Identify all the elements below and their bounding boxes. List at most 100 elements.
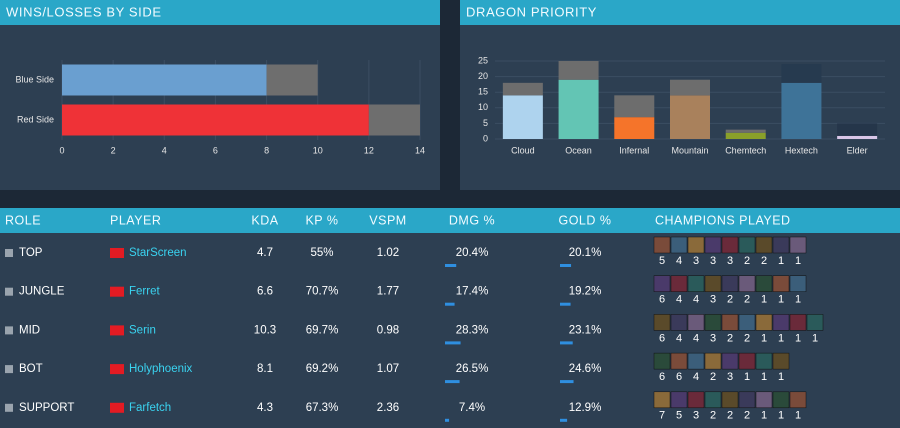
games-count: 2	[744, 332, 750, 344]
games-count: 4	[693, 294, 699, 306]
bar	[62, 64, 267, 96]
games-count: 4	[676, 255, 682, 267]
champion-icon	[704, 352, 722, 370]
champion-icon	[704, 391, 722, 409]
games-count: 3	[710, 294, 716, 306]
games-count: 2	[710, 371, 716, 383]
x-tick-label: 12	[364, 145, 374, 155]
bar	[725, 132, 766, 139]
champion-icon	[704, 275, 722, 292]
games-count: 1	[761, 371, 767, 383]
bar	[558, 79, 599, 139]
champion-icon	[721, 236, 739, 254]
gold-share: 19.2%	[569, 286, 602, 298]
player-name: Serin	[129, 324, 156, 336]
role: JUNGLE	[19, 286, 65, 298]
games-count: 2	[710, 410, 716, 422]
y-tick-label: 5	[483, 118, 488, 128]
champion-icon	[704, 314, 722, 331]
champion-icon	[670, 391, 688, 409]
champion-icon	[653, 391, 671, 409]
vspm: 2.36	[377, 402, 399, 414]
gold-bar	[560, 341, 573, 345]
gold-bar	[560, 380, 574, 384]
champion-icon	[687, 275, 705, 292]
panel-title: WINS/LOSSES BY SIDE	[6, 4, 162, 19]
champion-icon	[772, 314, 790, 331]
games-count: 3	[710, 332, 716, 344]
bar	[670, 79, 710, 96]
champion-icon	[687, 391, 705, 409]
x-tick-label: 2	[111, 145, 116, 155]
bar	[266, 64, 318, 96]
games-count: 1	[795, 294, 801, 306]
player-name: Holyphoenix	[129, 363, 193, 375]
games-count: 3	[693, 255, 699, 267]
panel-header	[0, 0, 440, 25]
x-tick-label: Infernal	[619, 145, 649, 155]
champion-icon	[772, 352, 790, 370]
games-count: 2	[727, 332, 733, 344]
games-count: 4	[676, 332, 682, 344]
vspm: 0.98	[377, 324, 399, 336]
column-header: KDA	[251, 213, 278, 227]
kda: 8.1	[257, 363, 273, 375]
column-header: KP %	[305, 213, 338, 227]
flag	[110, 325, 124, 336]
x-tick-label: 6	[213, 145, 218, 155]
gold-share: 20.1%	[569, 247, 602, 259]
games-count: 2	[761, 255, 767, 267]
vspm: 1.77	[377, 286, 399, 298]
games-count: 2	[727, 410, 733, 422]
champion-icon	[687, 352, 705, 370]
games-count: 4	[693, 332, 699, 344]
games-count: 1	[812, 332, 818, 344]
champion-icon	[772, 275, 790, 292]
games-count: 7	[659, 410, 665, 422]
player-name: Ferret	[129, 286, 160, 298]
games-count: 6	[676, 371, 682, 383]
column-header: DMG %	[449, 213, 495, 227]
x-tick-label: Hextech	[785, 145, 818, 155]
games-count: 5	[659, 255, 665, 267]
games-count: 1	[778, 371, 784, 383]
bar	[837, 123, 878, 136]
x-tick-label: 8	[264, 145, 269, 155]
games-count: 1	[795, 332, 801, 344]
x-tick-label: Elder	[847, 145, 868, 155]
role: TOP	[19, 247, 43, 259]
champion-icon	[687, 236, 705, 254]
games-count: 5	[676, 410, 682, 422]
role-icon	[5, 249, 13, 257]
x-tick-label: Cloud	[511, 145, 535, 155]
games-count: 2	[744, 255, 750, 267]
champion-icon	[755, 391, 773, 409]
bar	[670, 95, 710, 139]
dmg-bar	[445, 380, 460, 384]
dmg-share: 17.4%	[456, 286, 489, 298]
bar	[781, 64, 822, 83]
champion-icon	[755, 236, 773, 254]
bar	[614, 117, 655, 139]
kda: 4.7	[257, 247, 273, 259]
champion-icon	[738, 352, 756, 370]
champion-icon	[738, 314, 756, 331]
y-tick-label: 10	[478, 102, 488, 112]
player-name: StarScreen	[129, 247, 187, 259]
x-tick-label: 4	[162, 145, 167, 155]
games-count: 1	[761, 332, 767, 344]
games-count: 1	[778, 332, 784, 344]
x-tick-label: Ocean	[565, 145, 592, 155]
champion-icon	[772, 391, 790, 409]
dmg-bar	[445, 264, 457, 267]
column-header: ROLE	[5, 213, 41, 227]
column-header: PLAYER	[110, 213, 161, 227]
champion-icon	[670, 314, 688, 331]
flag	[110, 402, 124, 413]
champion-icon	[721, 314, 739, 331]
games-count: 3	[727, 371, 733, 383]
dmg-bar	[445, 341, 461, 345]
panel-header	[460, 0, 900, 25]
panel-title: DRAGON PRIORITY	[466, 4, 597, 19]
